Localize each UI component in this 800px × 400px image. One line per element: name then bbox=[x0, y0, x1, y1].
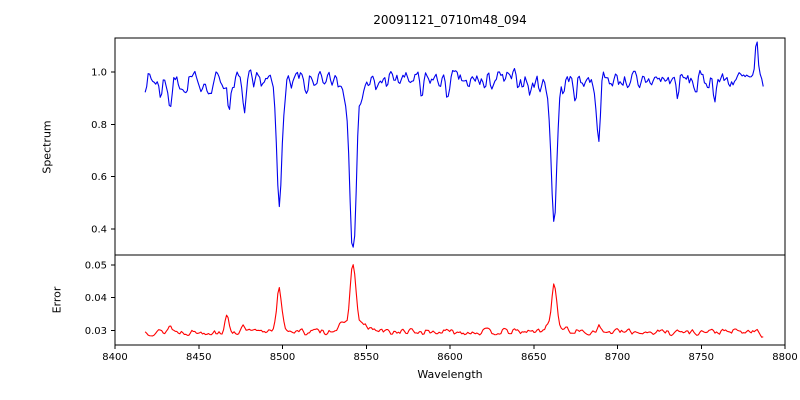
svg-text:0.4: 0.4 bbox=[91, 224, 107, 235]
svg-text:0.03: 0.03 bbox=[85, 326, 107, 337]
chart-title: 20091121_0710m48_094 bbox=[373, 13, 527, 27]
svg-text:8450: 8450 bbox=[186, 352, 211, 363]
svg-text:8550: 8550 bbox=[354, 352, 379, 363]
svg-text:0.6: 0.6 bbox=[91, 172, 107, 183]
svg-text:8650: 8650 bbox=[521, 352, 546, 363]
svg-text:8600: 8600 bbox=[437, 352, 462, 363]
wavelength-x-axis-label: Wavelength bbox=[417, 368, 483, 381]
svg-text:8500: 8500 bbox=[270, 352, 295, 363]
svg-text:8750: 8750 bbox=[689, 352, 714, 363]
svg-text:8800: 8800 bbox=[772, 352, 797, 363]
svg-text:0.04: 0.04 bbox=[85, 293, 107, 304]
svg-text:8400: 8400 bbox=[102, 352, 127, 363]
svg-text:0.8: 0.8 bbox=[91, 120, 107, 131]
svg-text:0.05: 0.05 bbox=[85, 260, 107, 271]
svg-text:1.0: 1.0 bbox=[91, 67, 107, 78]
svg-text:8700: 8700 bbox=[605, 352, 630, 363]
